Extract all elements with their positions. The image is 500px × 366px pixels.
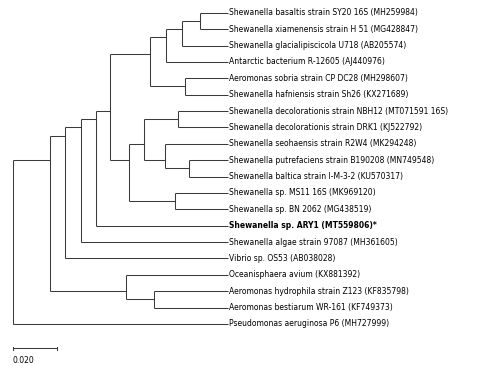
Text: Shewanella putrefaciens strain B190208 (MN749548): Shewanella putrefaciens strain B190208 (… (229, 156, 434, 165)
Text: Shewanella basaltis strain SY20 16S (MH259984): Shewanella basaltis strain SY20 16S (MH2… (229, 8, 418, 17)
Text: Aeromonas hydrophila strain Z123 (KF835798): Aeromonas hydrophila strain Z123 (KF8357… (229, 287, 409, 296)
Text: Vibrio sp. OS53 (AB038028): Vibrio sp. OS53 (AB038028) (229, 254, 336, 263)
Text: 0.020: 0.020 (12, 356, 34, 366)
Text: Aeromonas bestiarum WR-161 (KF749373): Aeromonas bestiarum WR-161 (KF749373) (229, 303, 393, 312)
Text: Shewanella glacialipiscicola U718 (AB205574): Shewanella glacialipiscicola U718 (AB205… (229, 41, 406, 50)
Text: Shewanella xiamenensis strain H 51 (MG428847): Shewanella xiamenensis strain H 51 (MG42… (229, 25, 418, 34)
Text: Shewanella seohaensis strain R2W4 (MK294248): Shewanella seohaensis strain R2W4 (MK294… (229, 139, 416, 148)
Text: Shewanella decolorationis strain NBH12 (MT071591 16S): Shewanella decolorationis strain NBH12 (… (229, 107, 448, 116)
Text: Shewanella sp. ARY1 (MT559806)*: Shewanella sp. ARY1 (MT559806)* (229, 221, 377, 230)
Text: Shewanella hafniensis strain Sh26 (KX271689): Shewanella hafniensis strain Sh26 (KX271… (229, 90, 408, 99)
Text: Shewanella decolorationis strain DRK1 (KJ522792): Shewanella decolorationis strain DRK1 (K… (229, 123, 422, 132)
Text: Pseudomonas aeruginosa P6 (MH727999): Pseudomonas aeruginosa P6 (MH727999) (229, 320, 389, 328)
Text: Shewanella baltica strain I-M-3-2 (KU570317): Shewanella baltica strain I-M-3-2 (KU570… (229, 172, 403, 181)
Text: Shewanella sp. BN 2062 (MG438519): Shewanella sp. BN 2062 (MG438519) (229, 205, 372, 214)
Text: Shewanella algae strain 97087 (MH361605): Shewanella algae strain 97087 (MH361605) (229, 238, 398, 247)
Text: Shewanella sp. MS11 16S (MK969120): Shewanella sp. MS11 16S (MK969120) (229, 188, 376, 197)
Text: Aeromonas sobria strain CP DC28 (MH298607): Aeromonas sobria strain CP DC28 (MH29860… (229, 74, 408, 83)
Text: Oceanisphaera avium (KX881392): Oceanisphaera avium (KX881392) (229, 270, 360, 279)
Text: Antarctic bacterium R-12605 (AJ440976): Antarctic bacterium R-12605 (AJ440976) (229, 57, 385, 67)
